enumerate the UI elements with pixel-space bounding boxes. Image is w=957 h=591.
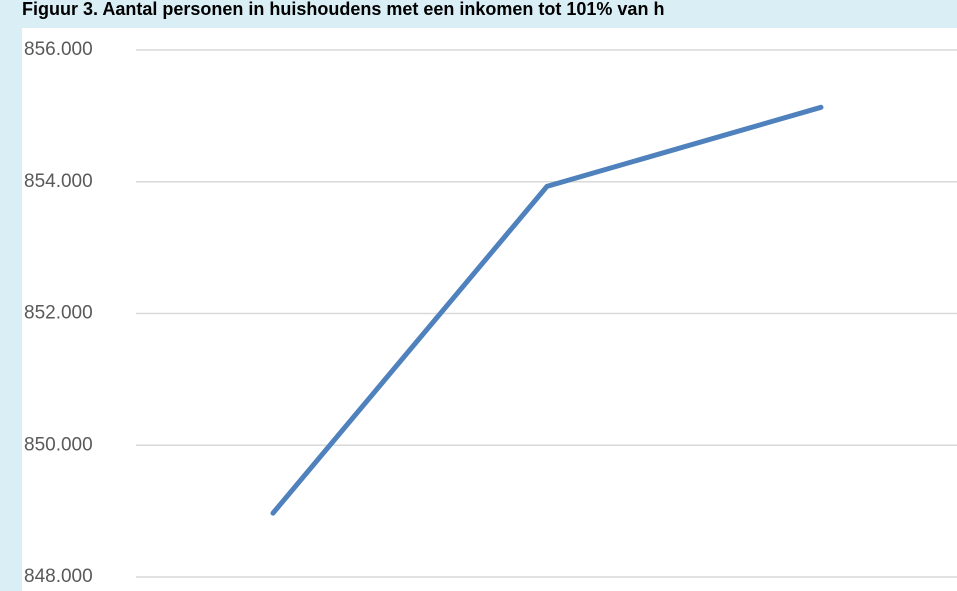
x-tick-label: 2019 — [526, 589, 568, 591]
y-tick-label: 852.000 — [24, 303, 93, 324]
y-tick-label: 850.000 — [24, 434, 93, 455]
y-tick-label: 848.000 — [24, 566, 93, 587]
x-tick-label: 2020 — [800, 589, 842, 591]
chart-title: Figuur 3. Aantal personen in huishoudens… — [22, 0, 664, 19]
x-tick-label: 2018 — [252, 589, 294, 591]
line-series — [270, 104, 824, 516]
y-tick-label: 856.000 — [24, 39, 93, 60]
plot-background — [22, 28, 957, 591]
y-tick-label: 854.000 — [24, 171, 93, 192]
